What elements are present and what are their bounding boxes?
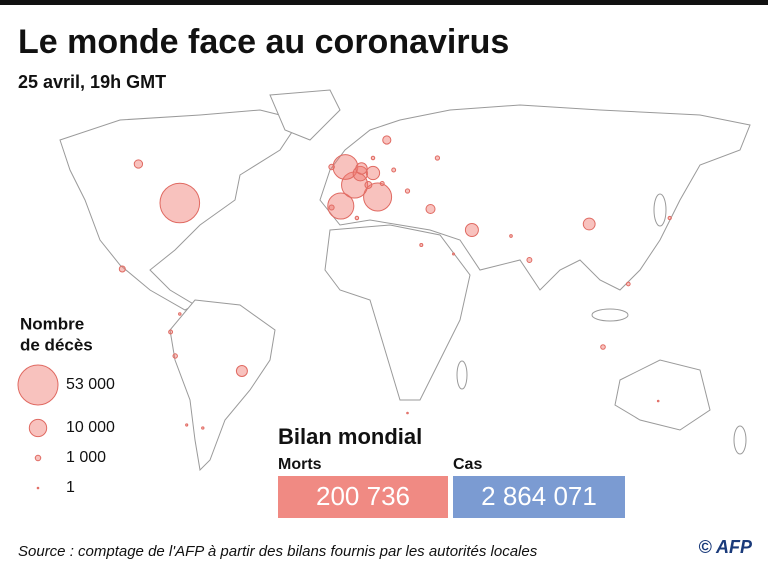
death-bubble <box>355 162 368 175</box>
legend-title: de décès <box>20 335 93 354</box>
deaths-label: Morts <box>278 456 322 473</box>
subtitle: 25 avril, 19h GMT <box>18 72 166 92</box>
madagascar <box>456 360 468 390</box>
death-bubble <box>178 312 182 316</box>
legend: 53 000 10 000 1 000 1 <box>17 364 115 496</box>
legend-title: Nombre <box>20 314 84 333</box>
death-bubble <box>370 155 376 161</box>
deaths-box <box>278 476 448 518</box>
source: Source : comptage de l'AFP à partir des … <box>18 543 538 560</box>
death-bubble <box>172 353 178 359</box>
legend-label: 1 000 <box>66 449 106 466</box>
death-bubble <box>201 426 205 430</box>
death-bubble <box>406 411 409 415</box>
death-bubble <box>391 167 397 173</box>
africa <box>324 224 471 401</box>
world-map <box>59 89 751 472</box>
north-america <box>59 109 301 311</box>
death-bubble <box>464 222 479 238</box>
credit: © AFP <box>698 537 753 557</box>
death-bubble <box>379 181 385 186</box>
death-bubble <box>404 188 411 194</box>
death-bubble <box>364 181 373 189</box>
death-bubble <box>133 159 144 169</box>
death-bubble <box>235 365 248 377</box>
bubbles <box>118 135 672 430</box>
legend-label: 1 <box>66 479 75 496</box>
legend-circle <box>17 364 59 406</box>
death-bubble <box>328 204 335 211</box>
legend-label: 53 000 <box>66 376 115 393</box>
cases-box <box>453 476 625 518</box>
death-bubble <box>509 234 513 238</box>
australia <box>614 359 711 431</box>
death-bubble <box>365 165 381 181</box>
death-bubble <box>354 215 360 221</box>
death-bubble <box>526 257 533 263</box>
legend-circle <box>28 418 48 438</box>
death-bubble <box>168 329 174 335</box>
death-bubble <box>419 242 424 248</box>
legend-circle <box>36 486 40 490</box>
death-bubble <box>656 399 660 403</box>
death-bubble <box>600 344 606 350</box>
death-bubble <box>434 155 441 161</box>
cases-label: Cas <box>453 456 482 473</box>
death-bubble <box>667 215 672 221</box>
eurasia <box>319 104 751 291</box>
legend-label: 10 000 <box>66 419 115 436</box>
death-bubble <box>363 182 393 212</box>
death-bubble <box>328 163 335 171</box>
deaths-value: 200 736 <box>316 481 410 511</box>
death-bubble <box>382 135 392 145</box>
death-bubble <box>625 281 631 287</box>
greenland <box>269 89 341 141</box>
death-bubble <box>425 203 436 215</box>
legend-circle <box>34 454 42 462</box>
cases-value: 2 864 071 <box>481 481 597 511</box>
indonesia <box>591 308 629 322</box>
death-bubble <box>185 423 189 427</box>
death-bubble <box>118 265 126 273</box>
death-bubble <box>327 192 355 220</box>
death-bubble <box>341 171 369 199</box>
south-america <box>169 299 276 472</box>
death-bubble <box>159 182 201 224</box>
japan <box>653 193 667 227</box>
new-zealand <box>733 425 747 455</box>
death-bubble <box>452 252 455 256</box>
summary-title: Bilan mondial <box>278 424 422 449</box>
title: Le monde face au coronavirus <box>18 23 509 61</box>
top-bar <box>0 0 768 5</box>
death-bubble <box>582 217 596 231</box>
